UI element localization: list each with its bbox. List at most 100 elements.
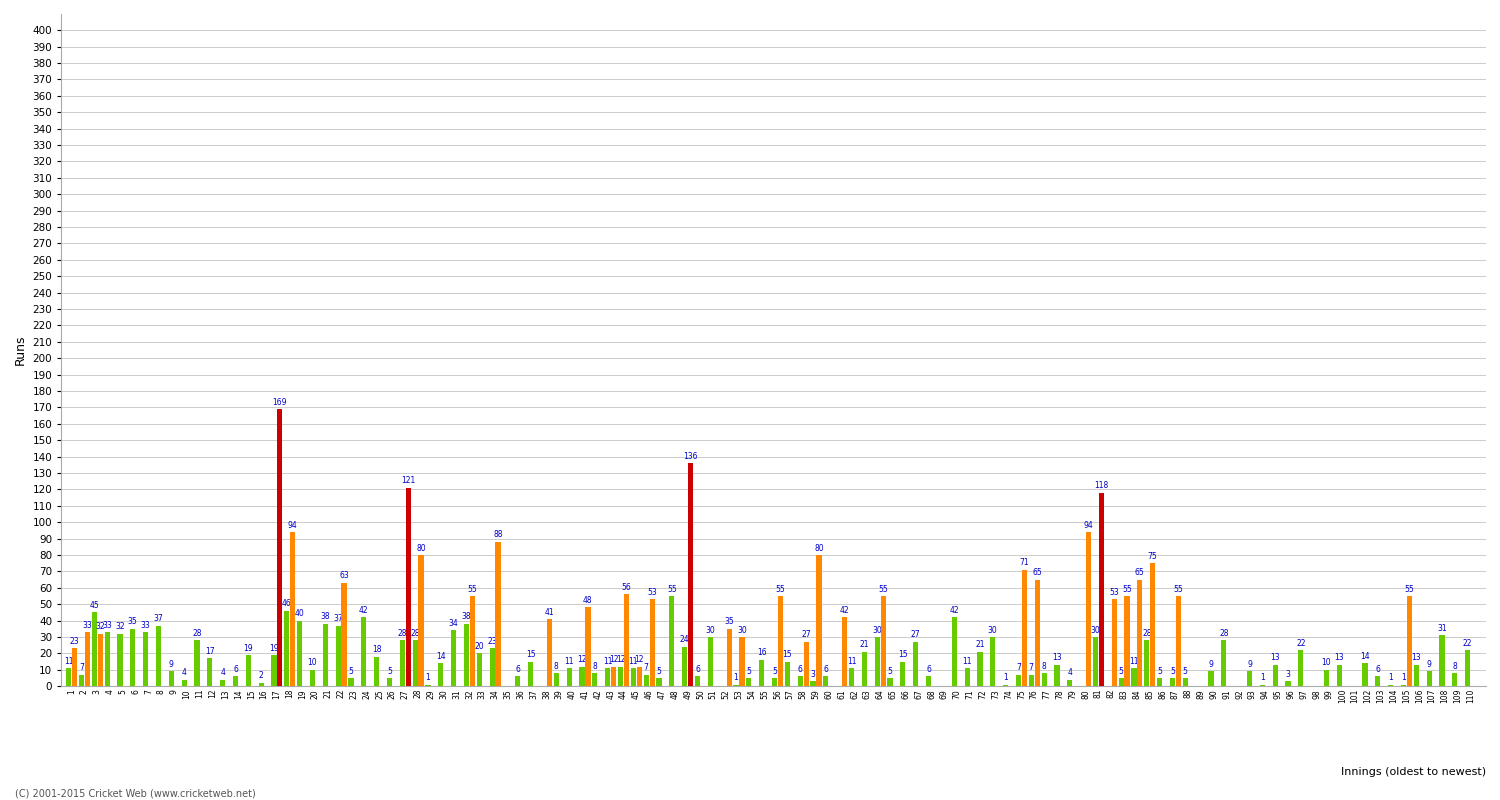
Bar — [516, 676, 520, 686]
Bar — [1131, 668, 1137, 686]
Text: 88: 88 — [494, 530, 502, 539]
Text: 11: 11 — [1130, 657, 1138, 666]
Bar — [495, 542, 501, 686]
Bar — [1209, 671, 1214, 686]
Text: 5: 5 — [1156, 666, 1162, 675]
Text: 28: 28 — [1220, 629, 1228, 638]
Text: 1: 1 — [734, 673, 738, 682]
Text: 65: 65 — [1032, 568, 1042, 577]
Text: 14: 14 — [436, 652, 445, 661]
Bar — [297, 621, 302, 686]
Text: 169: 169 — [273, 398, 286, 406]
Text: 13: 13 — [1270, 654, 1280, 662]
Bar — [438, 663, 444, 686]
Text: 3: 3 — [810, 670, 816, 679]
Bar — [888, 678, 892, 686]
Bar — [567, 668, 572, 686]
Text: 7: 7 — [1016, 663, 1022, 672]
Text: 11: 11 — [603, 657, 612, 666]
Bar — [604, 668, 610, 686]
Bar — [1272, 665, 1278, 686]
Text: 8: 8 — [1041, 662, 1047, 670]
Bar — [322, 624, 328, 686]
Bar — [1144, 640, 1149, 686]
Bar — [900, 662, 906, 686]
Bar — [1413, 665, 1419, 686]
Bar — [182, 680, 186, 686]
Bar — [1100, 493, 1104, 686]
Bar — [1407, 596, 1412, 686]
Text: 30: 30 — [736, 626, 747, 634]
Text: 23: 23 — [69, 637, 80, 646]
Text: 40: 40 — [296, 609, 304, 618]
Bar — [1466, 650, 1470, 686]
Text: 6: 6 — [824, 665, 828, 674]
Text: 65: 65 — [1136, 568, 1144, 577]
Bar — [342, 583, 346, 686]
Text: 18: 18 — [372, 646, 381, 654]
Text: 21: 21 — [975, 640, 984, 650]
Text: 19: 19 — [268, 643, 279, 653]
Bar — [1150, 563, 1155, 686]
Text: 55: 55 — [1173, 585, 1184, 594]
Bar — [1022, 570, 1028, 686]
Text: 30: 30 — [988, 626, 998, 634]
Text: 23: 23 — [488, 637, 496, 646]
Bar — [726, 629, 732, 686]
Text: 8: 8 — [554, 662, 558, 670]
Bar — [399, 640, 405, 686]
Bar — [579, 666, 585, 686]
Text: 22: 22 — [1462, 638, 1473, 648]
Text: 45: 45 — [90, 601, 99, 610]
Bar — [1119, 678, 1124, 686]
Text: 9: 9 — [170, 660, 174, 669]
Bar — [1336, 665, 1342, 686]
Text: 1: 1 — [1004, 673, 1008, 682]
Bar — [682, 647, 687, 686]
Bar — [624, 594, 628, 686]
Bar — [810, 682, 816, 686]
Bar — [951, 618, 957, 686]
Bar — [195, 640, 200, 686]
Bar — [426, 685, 430, 686]
Text: 42: 42 — [840, 606, 849, 615]
Bar — [1035, 580, 1040, 686]
Bar — [413, 640, 417, 686]
Text: 10: 10 — [1322, 658, 1332, 667]
Bar — [688, 463, 693, 686]
Bar — [778, 596, 783, 686]
Text: 1: 1 — [1389, 673, 1394, 682]
Text: 80: 80 — [416, 543, 426, 553]
Bar — [130, 629, 135, 686]
Text: 30: 30 — [1090, 626, 1101, 634]
Bar — [1182, 678, 1188, 686]
Text: 5: 5 — [747, 666, 752, 675]
Text: 22: 22 — [1296, 638, 1305, 648]
Bar — [98, 634, 104, 686]
Bar — [419, 555, 423, 686]
Text: 71: 71 — [1020, 558, 1029, 567]
Text: 55: 55 — [1404, 585, 1414, 594]
Y-axis label: Runs: Runs — [13, 334, 27, 366]
Text: 11: 11 — [564, 657, 574, 666]
Bar — [1125, 596, 1130, 686]
Bar — [142, 632, 148, 686]
Bar — [824, 676, 828, 686]
Bar — [1388, 685, 1394, 686]
Bar — [258, 683, 264, 686]
Text: 19: 19 — [243, 643, 254, 653]
Bar — [772, 678, 777, 686]
Bar — [816, 555, 822, 686]
Bar — [592, 673, 597, 686]
Text: 15: 15 — [526, 650, 536, 659]
Bar — [452, 630, 456, 686]
Text: 5: 5 — [348, 666, 354, 675]
Bar — [348, 678, 354, 686]
Bar — [1324, 670, 1329, 686]
Bar — [72, 649, 76, 686]
Text: 32: 32 — [116, 622, 124, 631]
Text: 35: 35 — [724, 618, 734, 626]
Text: 33: 33 — [141, 621, 150, 630]
Text: 12: 12 — [616, 655, 626, 664]
Text: 6: 6 — [1376, 665, 1380, 674]
